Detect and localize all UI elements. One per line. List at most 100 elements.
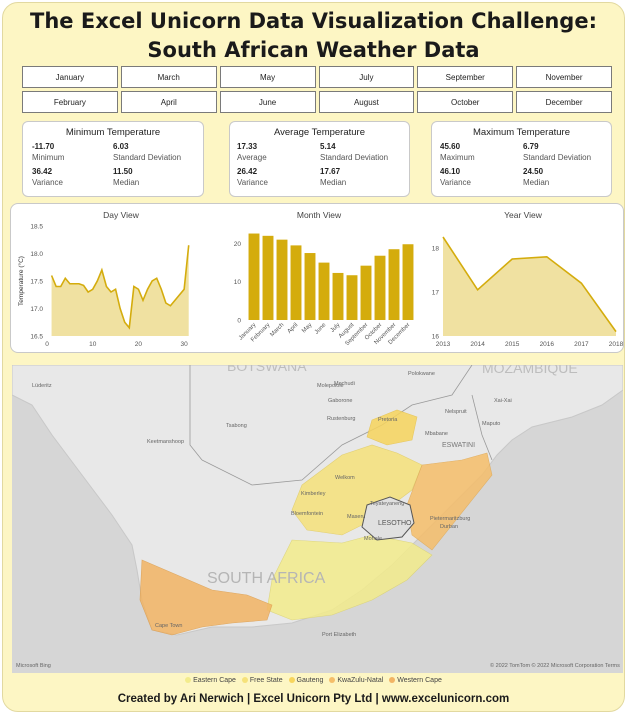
city-label: Molepolole (317, 383, 344, 389)
region-gauteng[interactable] (366, 409, 418, 446)
month-bar[interactable] (402, 244, 414, 320)
city-label: Durban (440, 524, 458, 530)
map-label-south-africa: SOUTH AFRICA (207, 570, 326, 587)
avg-cell-stddev: 5.14 Standard Deviation (320, 142, 388, 162)
x-tick-label: June (314, 322, 328, 336)
month-button-january[interactable]: January (22, 66, 118, 88)
city-label: Lüderitz (32, 383, 52, 389)
month-button-may[interactable]: May (219, 66, 316, 88)
y-tick-label: 0 (237, 318, 241, 325)
max-stddev-label: Standard Deviation (523, 153, 592, 162)
city-label: Xai-Xai (494, 398, 512, 404)
avg-cell-variance: 26.42 Variance (237, 167, 268, 187)
map-panel[interactable]: LESOTHO ESWATINI MOZAMBIQUE BOTSWANA SOU… (12, 365, 623, 673)
city-label: Keetmanshoop (147, 439, 184, 445)
month-button-october[interactable]: October (417, 91, 514, 113)
y-tick-label: 16 (432, 334, 440, 341)
month-bar[interactable] (276, 239, 288, 320)
legend-item-western-cape[interactable]: Western Cape (389, 677, 442, 684)
month-button-february[interactable]: February (22, 91, 118, 113)
y-tick-label: 18 (432, 246, 440, 253)
avg-variance-label: Variance (237, 178, 268, 187)
x-tick-label: 10 (89, 341, 97, 348)
city-label: Cape Town (155, 623, 182, 629)
month-button-march[interactable]: March (120, 66, 217, 88)
month-button-august[interactable]: August (318, 91, 415, 113)
min-temperature-card: Minimum Temperature -11.70 Minimum 6.03 … (22, 121, 204, 197)
year-line (442, 236, 617, 333)
month-bar[interactable] (332, 272, 344, 320)
min-label: Minimum (32, 153, 65, 162)
region-free-state[interactable] (291, 444, 423, 536)
y-tick-label: 16.5 (30, 334, 43, 341)
min-variance-label: Variance (32, 178, 63, 187)
south-africa-map[interactable]: LESOTHO ESWATINI MOZAMBIQUE BOTSWANA SOU… (12, 365, 623, 673)
legend-dot (185, 677, 192, 684)
month-bar[interactable] (248, 233, 260, 320)
legend-label: Western Cape (397, 677, 442, 684)
month-bar[interactable] (304, 253, 316, 320)
month-bar[interactable] (374, 255, 386, 320)
day-view-title: Day View (103, 210, 139, 220)
month-button-july[interactable]: July (318, 66, 415, 88)
month-bar[interactable] (290, 245, 302, 320)
min-cell-variance: 36.42 Variance (32, 167, 63, 187)
max-median-label: Median (523, 178, 550, 187)
city-label: Bloemfontein (291, 511, 323, 517)
x-tick-label: 2016 (540, 341, 555, 348)
city-label: Mochudi (334, 381, 355, 387)
day-line (50, 245, 190, 330)
max-median-value: 24.50 (523, 167, 544, 176)
min-variance-value: 36.42 (32, 167, 53, 176)
border-line-north (201, 365, 473, 486)
month-button-june[interactable]: June (219, 91, 316, 113)
month-bar[interactable] (262, 235, 274, 320)
dashboard-frame: The Excel Unicorn Data Visualization Cha… (2, 2, 625, 712)
city-label: Pietermaritzburg (430, 516, 470, 522)
month-button-september[interactable]: September (417, 66, 514, 88)
city-label: Port Elizabeth (322, 632, 356, 638)
avg-variance-value: 26.42 (237, 167, 258, 176)
month-button-december[interactable]: December (516, 91, 612, 113)
x-tick-label: 30 (181, 341, 189, 348)
legend-label: KwaZulu-Natal (337, 677, 384, 684)
x-tick-label: 20 (135, 341, 143, 348)
month-bar[interactable] (388, 249, 400, 320)
month-view-title: Month View (296, 210, 342, 220)
avg-stddev-value: 5.14 (320, 142, 336, 151)
x-tick-label: 2015 (505, 341, 520, 348)
avg-temperature-card: Average Temperature 17.33 Average 5.14 S… (229, 121, 410, 197)
legend-item-kwazulu-natal[interactable]: KwaZulu-Natal (329, 677, 383, 684)
year-view-chart: 16 17 18 2013 2014 2015 2016 2017 2018 (432, 236, 624, 348)
y-tick-label: 18.5 (30, 224, 43, 231)
max-cell-median: 24.50 Median (523, 167, 549, 187)
x-tick-label: 2014 (470, 341, 485, 348)
month-bar[interactable] (346, 275, 358, 320)
y-axis-label: Temperature (°C) (17, 256, 25, 306)
city-label: Teyateyaneng (370, 501, 404, 507)
map-label-lesotho: LESOTHO (378, 520, 412, 527)
legend-label: Eastern Cape (193, 677, 236, 684)
month-bar[interactable] (318, 262, 330, 320)
legend-dot (329, 677, 336, 684)
region-western-cape[interactable] (139, 559, 273, 636)
min-stddev-label: Standard Deviation (113, 153, 182, 162)
legend-item-gauteng[interactable]: Gauteng (288, 677, 323, 684)
avg-stddev-label: Standard Deviation (320, 153, 389, 162)
month-button-november[interactable]: November (516, 66, 612, 88)
lesotho-outline (361, 496, 415, 541)
x-tick-label: 2018 (609, 341, 624, 348)
page-title-line2: South African Weather Data (147, 38, 480, 62)
legend-item-eastern-cape[interactable]: Eastern Cape (185, 677, 236, 684)
year-view-title: Year View (504, 210, 542, 220)
day-view-chart: 16.5 17.0 17.5 18.0 18.5 0 10 20 30 Temperature (… (17, 224, 190, 348)
month-bar[interactable] (360, 265, 372, 320)
y-tick-label: 20 (234, 241, 242, 248)
min-cell-stddev: 6.03 Standard Deviation (113, 142, 181, 162)
max-variance-label: Variance (440, 178, 471, 187)
page-title-line1: The Excel Unicorn Data Visualization Cha… (30, 9, 597, 33)
max-stddev-value: 6.79 (523, 142, 539, 151)
month-button-april[interactable]: April (120, 91, 217, 113)
city-label: Maseru (347, 514, 365, 520)
legend-item-free-state[interactable]: Free State (241, 677, 283, 684)
